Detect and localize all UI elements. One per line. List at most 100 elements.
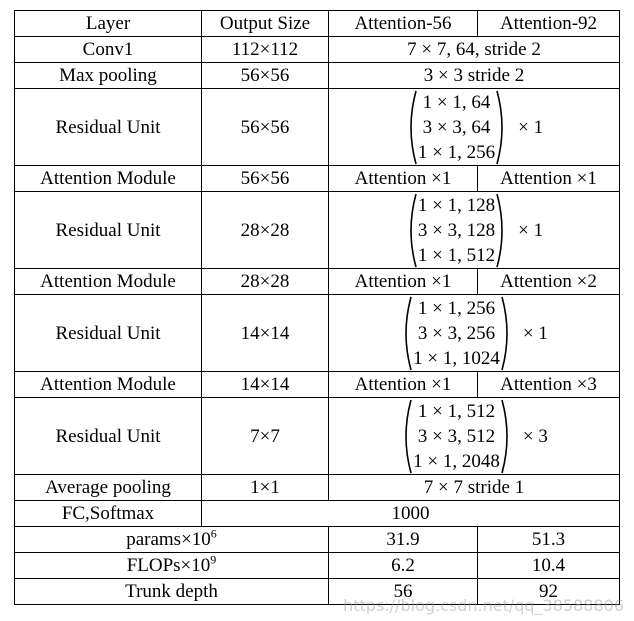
cell-attention-92: 92 bbox=[477, 578, 620, 605]
cell-layer: Residual Unit bbox=[14, 397, 202, 475]
matrix-row: 3 × 3, 64 bbox=[422, 116, 491, 138]
cell-attention-56: 6.2 bbox=[328, 552, 478, 579]
row-attention-module-1: Attention Module 56×56 Attention ×1 Atte… bbox=[14, 165, 620, 192]
row-params: params×106 31.9 51.3 bbox=[14, 526, 620, 553]
cell-params-label: params×106 bbox=[14, 526, 329, 553]
flops-label: FLOPs×10 bbox=[126, 555, 211, 576]
matrix-row: 3 × 3, 512 bbox=[417, 425, 496, 447]
matrix-group: 1 × 1, 512 3 × 3, 512 1 × 1, 2048 × 3 bbox=[400, 399, 548, 474]
right-paren-icon bbox=[496, 193, 503, 267]
row-flops: FLOPs×109 6.2 10.4 bbox=[14, 552, 620, 579]
cell-attention-56: Attention ×1 bbox=[328, 268, 478, 295]
cell-config: 7 × 7 stride 1 bbox=[328, 474, 620, 501]
row-average-pooling: Average pooling 1×1 7 × 7 stride 1 bbox=[14, 474, 620, 501]
repeat-multiplier: × 1 bbox=[518, 116, 544, 138]
row-conv1: Conv1 112×112 7 × 7, 64, stride 2 bbox=[14, 36, 620, 63]
left-paren-icon bbox=[405, 296, 412, 370]
cell-flops-label: FLOPs×109 bbox=[14, 552, 329, 579]
matrix-group: 1 × 1, 128 3 × 3, 128 1 × 1, 512 × 1 bbox=[405, 193, 543, 268]
cell-layer: Attention Module bbox=[14, 371, 202, 398]
right-paren-icon bbox=[501, 296, 508, 370]
bottleneck-matrix: 1 × 1, 64 3 × 3, 64 1 × 1, 256 bbox=[405, 90, 508, 165]
cell-attention-92: 10.4 bbox=[477, 552, 620, 579]
cell-layer: Conv1 bbox=[14, 36, 202, 63]
cell-attention-56: Attention ×1 bbox=[328, 165, 478, 192]
matrix-row: 1 × 1, 512 bbox=[417, 400, 496, 422]
header-layer: Layer bbox=[14, 10, 202, 37]
cell-output: 56×56 bbox=[201, 62, 329, 89]
params-label: params×10 bbox=[126, 529, 211, 550]
cell-attention-92: Attention ×1 bbox=[477, 165, 620, 192]
watermark: https://blog.csdn.net/qq_38588806 bbox=[343, 596, 624, 615]
cell-matrix: 1 × 1, 256 3 × 3, 256 1 × 1, 1024 × 1 bbox=[328, 294, 620, 372]
params-exponent: 6 bbox=[210, 526, 217, 541]
row-attention-module-3: Attention Module 14×14 Attention ×1 Atte… bbox=[14, 371, 620, 398]
row-residual-unit-4: Residual Unit 7×7 1 × 1, 512 3 × 3, 512 … bbox=[14, 397, 620, 475]
cell-matrix: 1 × 1, 512 3 × 3, 512 1 × 1, 2048 × 3 bbox=[328, 397, 620, 475]
matrix-row: 1 × 1, 512 bbox=[417, 244, 496, 266]
bottleneck-matrix: 1 × 1, 128 3 × 3, 128 1 × 1, 512 bbox=[405, 193, 508, 268]
row-max-pooling: Max pooling 56×56 3 × 3 stride 2 bbox=[14, 62, 620, 89]
header-attention-56: Attention-56 bbox=[328, 10, 478, 37]
cell-layer: Attention Module bbox=[14, 165, 202, 192]
cell-output: 1×1 bbox=[201, 474, 329, 501]
cell-layer: Residual Unit bbox=[14, 294, 202, 372]
row-residual-unit-2: Residual Unit 28×28 1 × 1, 128 3 × 3, 12… bbox=[14, 191, 620, 269]
matrix-row: 1 × 1, 256 bbox=[417, 141, 496, 163]
header-row: Layer Output Size Attention-56 Attention… bbox=[14, 10, 620, 37]
cell-matrix: 1 × 1, 64 3 × 3, 64 1 × 1, 256 × 1 bbox=[328, 88, 620, 166]
row-trunk-depth: Trunk depth 56 92 bbox=[14, 578, 620, 605]
matrix-group: 1 × 1, 256 3 × 3, 256 1 × 1, 1024 × 1 bbox=[400, 296, 548, 371]
header-attention-92: Attention-92 bbox=[477, 10, 620, 37]
left-paren-icon bbox=[405, 399, 412, 473]
matrix-group: 1 × 1, 64 3 × 3, 64 1 × 1, 256 × 1 bbox=[405, 90, 543, 165]
matrix-row: 1 × 1, 1024 bbox=[413, 347, 500, 369]
cell-attention-56: 31.9 bbox=[328, 526, 478, 553]
cell-layer: Max pooling bbox=[14, 62, 202, 89]
cell-layer: Residual Unit bbox=[14, 191, 202, 269]
row-attention-module-2: Attention Module 28×28 Attention ×1 Atte… bbox=[14, 268, 620, 295]
cell-output: 7×7 bbox=[201, 397, 329, 475]
left-paren-icon bbox=[410, 193, 417, 267]
matrix-row: 1 × 1, 256 bbox=[417, 297, 496, 319]
repeat-multiplier: × 3 bbox=[522, 425, 548, 447]
bottleneck-matrix: 1 × 1, 256 3 × 3, 256 1 × 1, 1024 bbox=[400, 296, 513, 371]
matrix-row: 3 × 3, 128 bbox=[417, 219, 496, 241]
cell-attention-56: 56 bbox=[328, 578, 478, 605]
matrix-row: 1 × 1, 128 bbox=[417, 194, 496, 216]
right-paren-icon bbox=[501, 399, 508, 473]
cell-attention-92: Attention ×3 bbox=[477, 371, 620, 398]
cell-output: 14×14 bbox=[201, 294, 329, 372]
matrix-row: 1 × 1, 2048 bbox=[413, 450, 500, 472]
row-fc-softmax: FC,Softmax 1000 bbox=[14, 500, 620, 527]
cell-matrix: 1 × 1, 128 3 × 3, 128 1 × 1, 512 × 1 bbox=[328, 191, 620, 269]
right-paren-icon bbox=[496, 90, 503, 164]
cell-config: 7 × 7, 64, stride 2 bbox=[328, 36, 620, 63]
repeat-multiplier: × 1 bbox=[522, 322, 548, 344]
cell-output: 56×56 bbox=[201, 88, 329, 166]
cell-output: 14×14 bbox=[201, 371, 329, 398]
cell-attention-92: Attention ×2 bbox=[477, 268, 620, 295]
cell-layer: Average pooling bbox=[14, 474, 202, 501]
cell-layer: Residual Unit bbox=[14, 88, 202, 166]
row-residual-unit-3: Residual Unit 14×14 1 × 1, 256 3 × 3, 25… bbox=[14, 294, 620, 372]
left-paren-icon bbox=[410, 90, 417, 164]
flops-exponent: 9 bbox=[210, 552, 217, 567]
matrix-row: 3 × 3, 256 bbox=[417, 322, 496, 344]
cell-config: 3 × 3 stride 2 bbox=[328, 62, 620, 89]
cell-attention-92: 51.3 bbox=[477, 526, 620, 553]
cell-output: 28×28 bbox=[201, 268, 329, 295]
cell-output: 56×56 bbox=[201, 165, 329, 192]
row-residual-unit-1: Residual Unit 56×56 1 × 1, 64 3 × 3, 64 … bbox=[14, 88, 620, 166]
matrix-row: 1 × 1, 64 bbox=[422, 91, 491, 113]
header-output-size: Output Size bbox=[201, 10, 329, 37]
architecture-table-container: Layer Output Size Attention-56 Attention… bbox=[14, 10, 620, 605]
bottleneck-matrix: 1 × 1, 512 3 × 3, 512 1 × 1, 2048 bbox=[400, 399, 513, 474]
repeat-multiplier: × 1 bbox=[518, 219, 544, 241]
cell-output: 112×112 bbox=[201, 36, 329, 63]
cell-depth-label: Trunk depth bbox=[14, 578, 329, 605]
cell-layer: FC,Softmax bbox=[14, 500, 202, 527]
architecture-table: Layer Output Size Attention-56 Attention… bbox=[14, 10, 620, 605]
cell-output: 28×28 bbox=[201, 191, 329, 269]
cell-config: 1000 bbox=[201, 500, 620, 527]
